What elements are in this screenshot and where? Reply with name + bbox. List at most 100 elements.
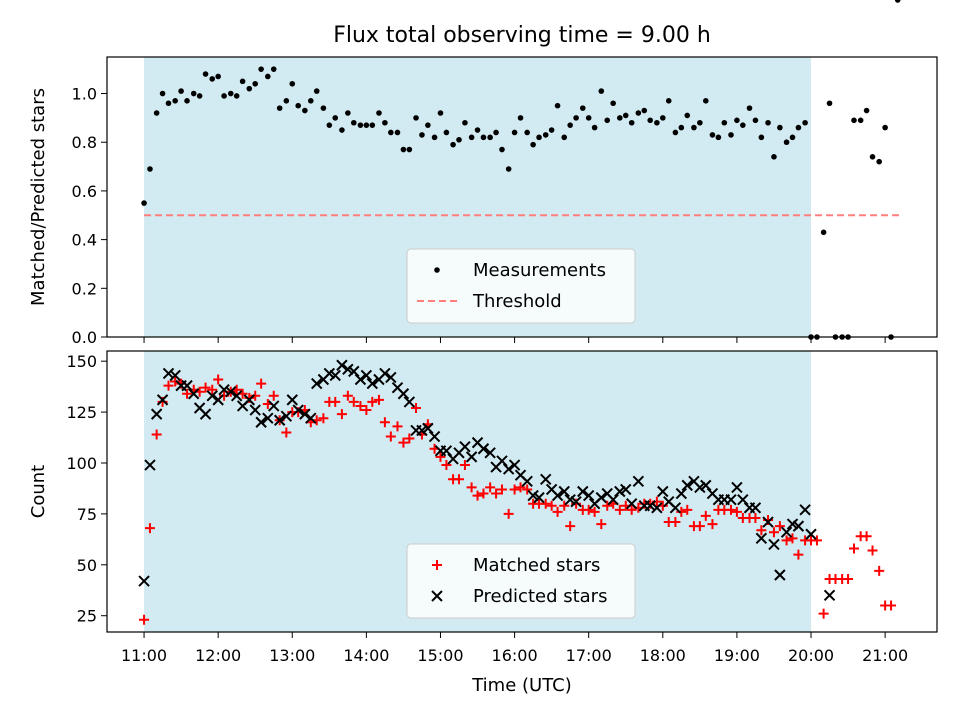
matched-star-point xyxy=(522,484,533,495)
measurement-point xyxy=(697,119,703,126)
measurement-point xyxy=(493,129,499,136)
y-tick-label: 0.8 xyxy=(72,133,97,152)
measurement-point xyxy=(598,88,605,94)
measurement-point xyxy=(350,119,357,126)
predicted-star-point xyxy=(169,369,181,382)
measurement-point xyxy=(573,115,579,121)
predicted-star-point xyxy=(422,422,434,435)
matched-star-point xyxy=(496,484,507,495)
x-tick-label: 11:00 xyxy=(121,646,167,665)
measurement-point xyxy=(851,117,857,124)
measurement-point xyxy=(660,115,666,121)
matched-star-point xyxy=(583,504,594,515)
predicted-star-point xyxy=(459,440,471,453)
measurement-point xyxy=(617,115,623,121)
matched-star-point xyxy=(818,608,829,619)
matched-star-point xyxy=(459,460,470,471)
x-tick-label: 15:00 xyxy=(417,646,463,665)
predicted-star-point xyxy=(823,589,836,602)
matched-star-point xyxy=(250,390,261,401)
matched-star-point xyxy=(398,437,409,448)
measurement-point xyxy=(628,119,635,126)
measurement-point xyxy=(153,110,160,116)
y-tick-label: 0.6 xyxy=(72,182,97,201)
matched-star-point xyxy=(509,484,520,495)
measurement-point xyxy=(196,93,203,99)
measurement-point xyxy=(307,98,314,104)
matched-star-point xyxy=(515,482,526,493)
bottom-panel: 25 50 75 100 125 150 11:00 12:00 13:00 14:00 15:00… xyxy=(28,350,938,665)
matched-star-point xyxy=(268,390,279,401)
measurement-point xyxy=(758,134,765,141)
predicted-star-point xyxy=(385,371,397,384)
matched-star-point xyxy=(207,384,218,395)
predicted-star-point xyxy=(644,500,656,512)
matched-star-point xyxy=(139,614,150,625)
predicted-star-point xyxy=(366,377,379,390)
measurement-point xyxy=(820,229,827,236)
x-tick-label: 19:00 xyxy=(714,646,760,665)
predicted-star-point xyxy=(162,367,175,380)
matched-star-point xyxy=(503,508,514,519)
measurement-point xyxy=(178,88,184,94)
matched-star-point xyxy=(682,504,693,515)
predicted-star-point xyxy=(225,386,237,398)
matched-star-point xyxy=(861,531,872,542)
measurement-point xyxy=(400,146,407,153)
predicted-star-point xyxy=(625,498,638,510)
axes-frame xyxy=(106,56,938,338)
measurement-point xyxy=(622,112,629,119)
predicted-star-point xyxy=(607,493,619,506)
y-tick-label: 0.0 xyxy=(72,328,97,347)
measurement-point xyxy=(591,124,598,131)
measurement-point xyxy=(863,107,870,114)
measurement-point xyxy=(258,66,264,72)
matched-star-point xyxy=(355,400,366,411)
measurement-point xyxy=(579,105,586,111)
measurement-point xyxy=(647,117,654,124)
predicted-star-point xyxy=(484,447,496,459)
measurement-point xyxy=(561,134,568,141)
measurement-point xyxy=(802,119,808,126)
measurement-point xyxy=(709,132,716,138)
measurement-point xyxy=(789,134,796,141)
predicted-star-point xyxy=(570,495,582,508)
y-tick-label: 1.0 xyxy=(72,85,97,104)
measurement-point xyxy=(678,124,685,131)
measurement-point xyxy=(740,122,746,128)
predicted-star-point xyxy=(551,489,564,502)
predicted-star-point xyxy=(620,483,632,496)
matched-star-point xyxy=(385,431,396,442)
predicted-star-point xyxy=(348,365,360,378)
measurement-point xyxy=(276,105,283,111)
predicted-star-point xyxy=(336,359,348,371)
matched-star-point xyxy=(559,500,570,511)
matched-star-point xyxy=(694,521,705,532)
predicted-star-point xyxy=(212,394,224,406)
legend-label: Measurements xyxy=(473,260,606,281)
predicted-star-point xyxy=(397,388,410,400)
measurement-point xyxy=(345,110,351,116)
matched-star-point xyxy=(200,382,211,393)
measurement-point xyxy=(425,122,431,128)
predicted-star-point xyxy=(681,479,693,492)
measurement-point xyxy=(376,110,382,116)
measurement-point xyxy=(339,127,345,133)
predicted-star-point xyxy=(440,445,453,457)
axes-frame xyxy=(106,350,938,633)
legend-box xyxy=(406,543,636,619)
y-tick-label: 0.2 xyxy=(72,279,97,298)
predicted-star-point xyxy=(731,481,743,494)
legend-marker-dot xyxy=(434,267,440,273)
measurement-point xyxy=(265,73,271,80)
measurement-point xyxy=(388,129,394,136)
matched-star-point xyxy=(151,429,162,440)
x-tick-label: 17:00 xyxy=(566,646,612,665)
x-tick-label: 13:00 xyxy=(269,646,315,665)
measurement-point xyxy=(530,141,536,148)
measurement-point xyxy=(456,136,462,143)
top-panel: 0.0 0.2 0.4 0.6 0.8 1.0 Matched/Predicted star… xyxy=(28,0,938,347)
matched-star-point xyxy=(213,374,224,385)
x-tick-label: 18:00 xyxy=(640,646,686,665)
chart-title: Flux total observing time = 9.00 h xyxy=(333,23,711,48)
